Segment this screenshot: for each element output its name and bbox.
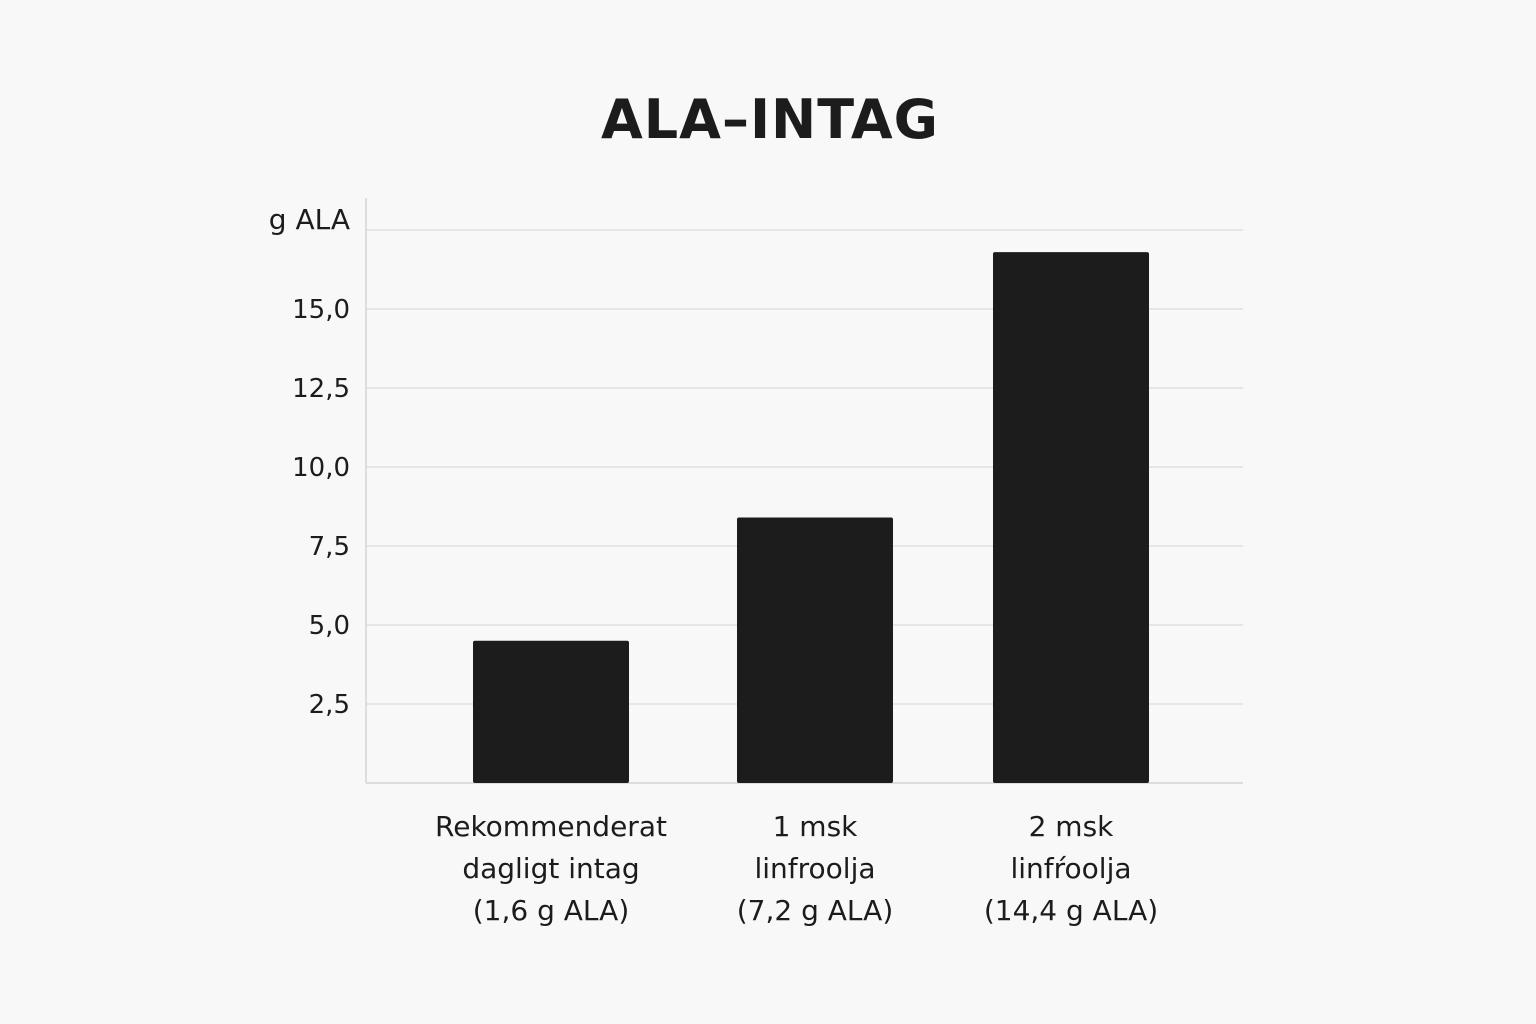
- x-category-label: 2 msk: [1029, 810, 1115, 843]
- y-tick-label: 10,0: [292, 453, 350, 483]
- x-category-label: Rekommenderat: [435, 810, 667, 843]
- y-tick-label: 12,5: [292, 374, 350, 404]
- bar: [473, 640, 629, 783]
- y-axis-label: g ALA: [269, 203, 350, 236]
- y-tick-label: 2,5: [309, 690, 350, 720]
- x-category-label: linfroolja: [754, 852, 875, 885]
- y-tick-label: 15,0: [292, 295, 350, 325]
- x-category-label: dagligt intag: [462, 852, 639, 885]
- bar: [737, 517, 893, 783]
- chart-title: ALA–INTAG: [600, 88, 940, 151]
- x-category-label: linfŕoolja: [1010, 852, 1131, 885]
- bar: [993, 252, 1149, 783]
- x-category-label: 1 msk: [773, 810, 859, 843]
- x-category-label: (14,4 g ALA): [984, 894, 1158, 927]
- x-category-label: (7,2 g ALA): [737, 894, 894, 927]
- x-category-label: (1,6 g ALA): [473, 894, 630, 927]
- y-tick-label: 7,5: [309, 532, 350, 562]
- y-tick-label: 5,0: [309, 611, 350, 641]
